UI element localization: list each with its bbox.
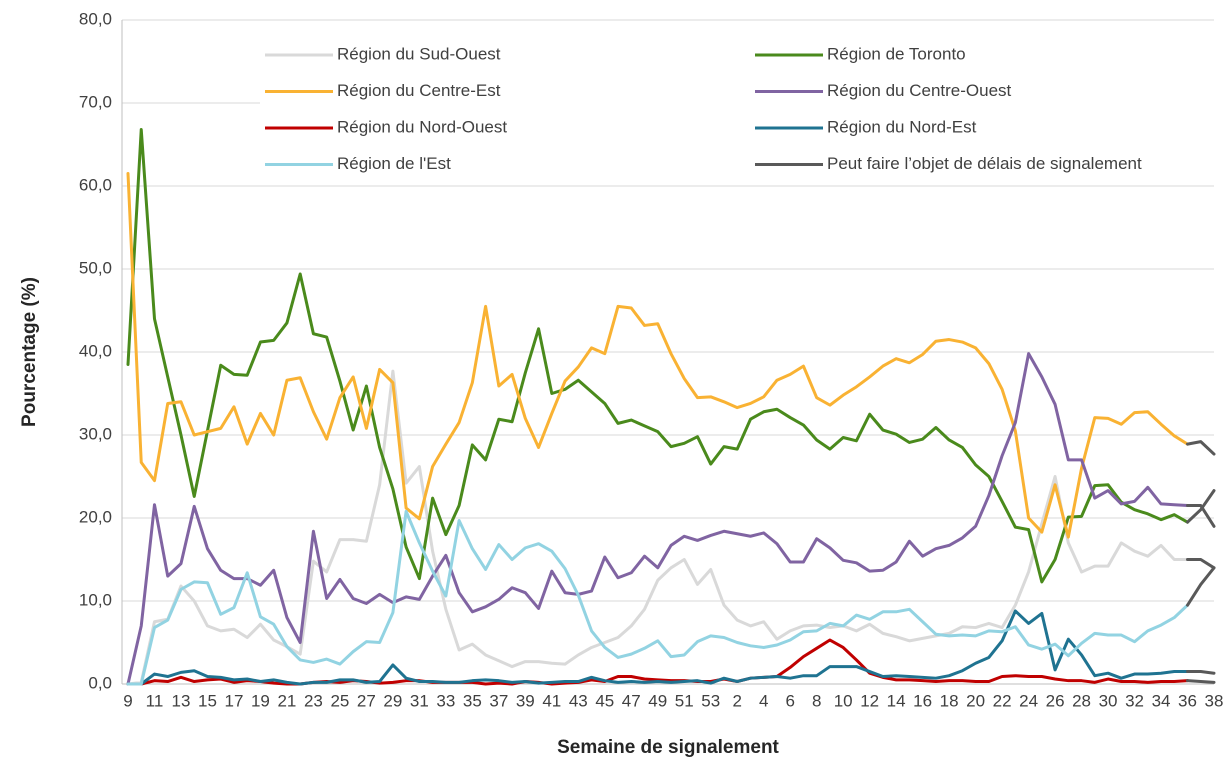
x-tick-label: 47	[622, 691, 641, 710]
x-tick-label: 13	[172, 691, 191, 710]
series-line	[126, 509, 1190, 686]
x-tick-label: 51	[675, 691, 694, 710]
x-tick-label: 53	[701, 691, 720, 710]
legend-label: Région du Sud-Ouest	[337, 44, 501, 63]
y-tick-label: 20,0	[79, 507, 112, 526]
x-tick-label: 29	[383, 691, 402, 710]
x-tick-label: 39	[516, 691, 535, 710]
x-tick-label: 45	[595, 691, 614, 710]
x-tick-label: 24	[1019, 691, 1038, 710]
x-tick-label: 19	[251, 691, 270, 710]
x-tick-label: 34	[1152, 691, 1171, 710]
x-tick-label: 32	[1125, 691, 1144, 710]
series-line	[126, 128, 1190, 584]
legend-label: Région du Centre-Est	[337, 81, 501, 100]
y-tick-label: 30,0	[79, 424, 112, 443]
legend-box	[260, 36, 1226, 180]
x-tick-label: 14	[887, 691, 906, 710]
delayed-line	[1186, 489, 1216, 524]
x-tick-label: 33	[436, 691, 455, 710]
x-tick-label: 11	[146, 691, 164, 710]
legend-label: Région du Nord-Est	[827, 117, 977, 136]
legend-label: Peut faire l’objet de délais de signalem…	[827, 154, 1142, 173]
series-line	[126, 352, 1190, 686]
y-tick-label: 60,0	[79, 175, 112, 194]
legend-label: Région du Nord-Ouest	[337, 117, 507, 136]
x-tick-label: 10	[834, 691, 853, 710]
delayed-line	[1186, 679, 1216, 684]
y-tick-label: 50,0	[79, 258, 112, 277]
x-tick-label: 8	[812, 691, 821, 710]
y-axis-title: Pourcentage (%)	[19, 277, 40, 427]
legend-label: Région de Toronto	[827, 44, 966, 63]
x-tick-label: 23	[304, 691, 323, 710]
legend-label: Région du Centre-Ouest	[827, 81, 1012, 100]
legend-label: Région de l'Est	[337, 154, 451, 173]
x-tick-label: 25	[330, 691, 349, 710]
x-tick-label: 36	[1178, 691, 1197, 710]
x-tick-label: 15	[198, 691, 217, 710]
x-tick-label: 17	[224, 691, 243, 710]
x-tick-label: 41	[542, 691, 561, 710]
delayed-line	[1186, 504, 1216, 528]
x-tick-label: 31	[410, 691, 429, 710]
x-tick-label: 2	[732, 691, 741, 710]
x-tick-label: 9	[123, 691, 132, 710]
delayed-line	[1186, 558, 1216, 570]
y-tick-label: 0,0	[88, 673, 112, 692]
y-tick-label: 70,0	[79, 92, 112, 111]
x-tick-label: 16	[913, 691, 932, 710]
delayed-line	[1186, 566, 1216, 607]
x-tick-label: 21	[277, 691, 296, 710]
y-tick-label: 80,0	[79, 9, 112, 28]
x-tick-label: 26	[1046, 691, 1065, 710]
x-tick-label: 30	[1099, 691, 1118, 710]
y-tick-label: 40,0	[79, 341, 112, 360]
series-line	[126, 369, 1190, 686]
x-tick-label: 20	[966, 691, 985, 710]
delayed-line	[1186, 440, 1216, 456]
x-tick-label: 4	[759, 691, 768, 710]
delayed-line	[1186, 670, 1216, 675]
x-tick-label: 35	[463, 691, 482, 710]
x-tick-label: 27	[357, 691, 376, 710]
x-tick-label: 22	[993, 691, 1012, 710]
y-tick-label: 10,0	[79, 590, 112, 609]
series-line	[126, 172, 1190, 539]
x-tick-label: 28	[1072, 691, 1091, 710]
series-line	[126, 609, 1190, 686]
x-tick-label: 43	[569, 691, 588, 710]
x-tick-label: 6	[785, 691, 794, 710]
x-axis-title: Semaine de signalement	[557, 737, 779, 758]
x-tick-label: 37	[489, 691, 508, 710]
x-tick-label: 38	[1205, 691, 1224, 710]
x-tick-label: 12	[860, 691, 879, 710]
x-tick-label: 18	[940, 691, 959, 710]
x-tick-label: 49	[648, 691, 667, 710]
